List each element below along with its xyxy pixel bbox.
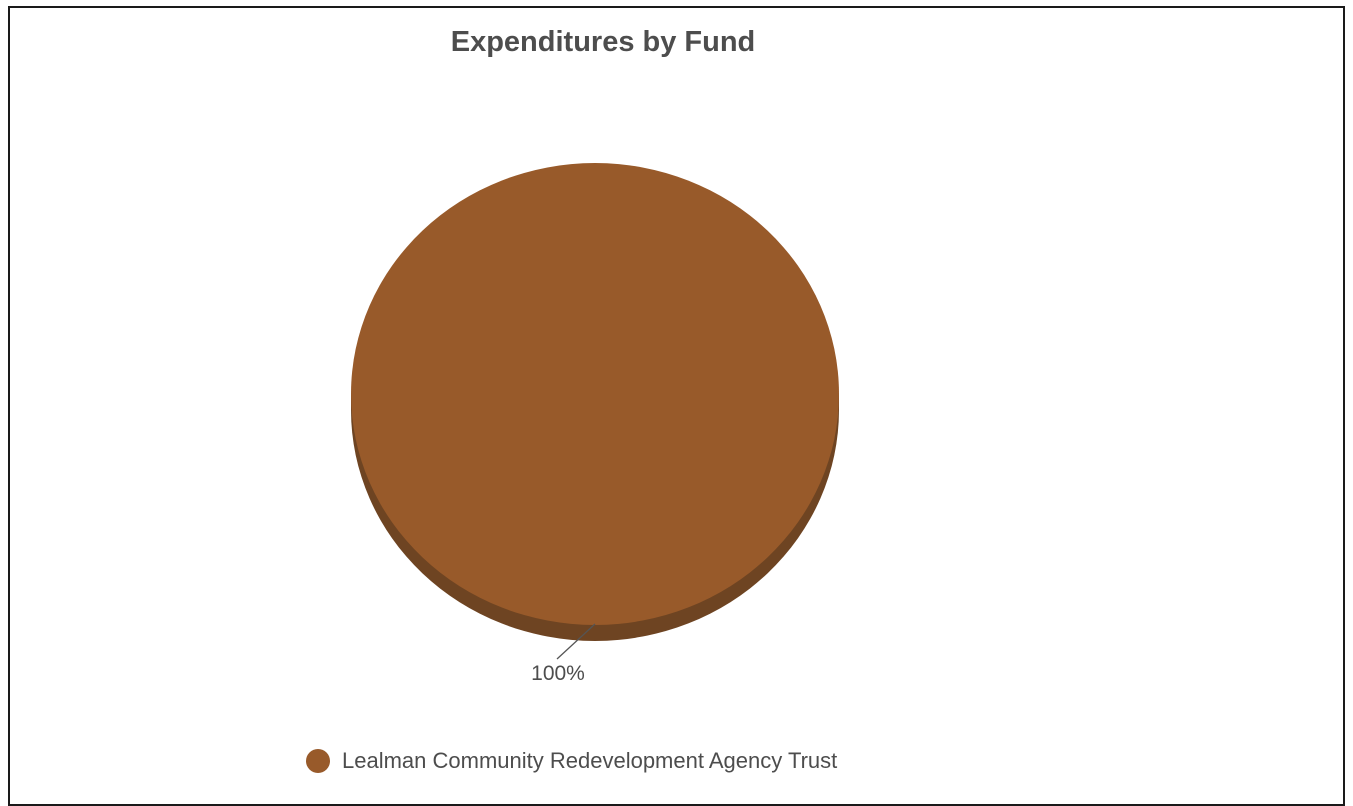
data-label-leader-line: [556, 623, 596, 660]
data-label: 100%: [531, 662, 585, 685]
legend-swatch-icon: [306, 749, 330, 773]
legend[interactable]: Lealman Community Redevelopment Agency T…: [306, 746, 837, 776]
pie-slice[interactable]: [351, 163, 839, 625]
pie-chart-svg: 100%: [351, 163, 839, 685]
legend-label: Lealman Community Redevelopment Agency T…: [342, 748, 838, 773]
pie-group: 100%: [351, 163, 839, 685]
chart-title: Expenditures by Fund: [450, 26, 756, 58]
chart-container: Expenditures by Fund 100% Lealman Commun…: [8, 6, 1345, 806]
